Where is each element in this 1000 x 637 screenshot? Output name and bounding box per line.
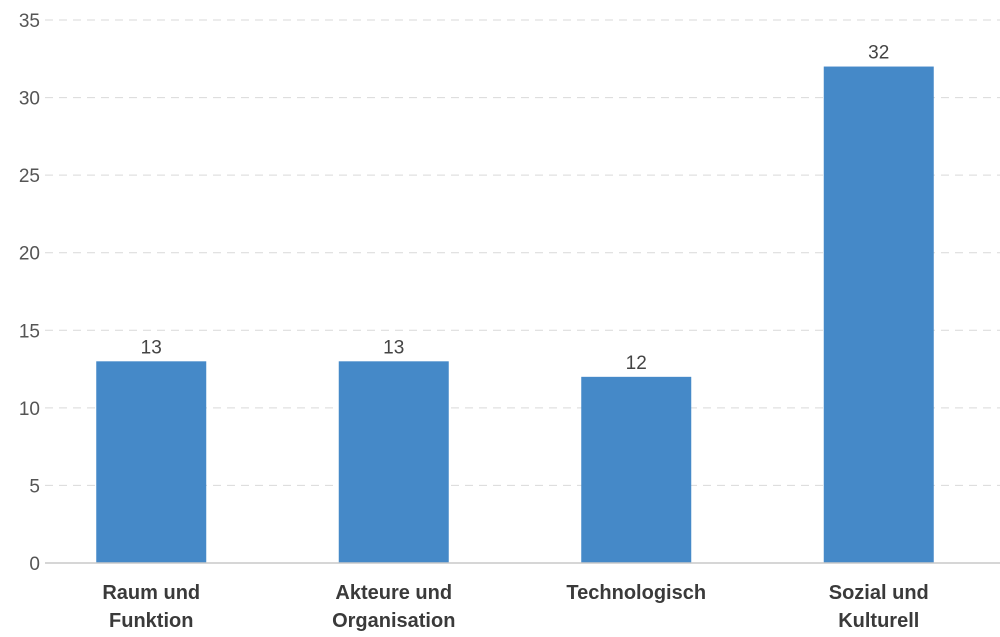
x-tick-label: Organisation [332,610,455,632]
y-axis-ticks: 0 5 10 15 20 25 30 35 [19,11,40,575]
x-tick-label: Raum und [102,582,200,604]
x-tick-label: Funktion [109,610,193,632]
y-tick-label: 30 [19,89,40,110]
y-tick-label: 10 [19,399,40,420]
y-tick-label: 20 [19,244,40,265]
y-tick-label: 15 [19,321,40,342]
category-labels: Raum und Funktion Akteure und Organisation T… [102,582,928,632]
data-label: 32 [868,43,889,64]
data-label: 13 [383,337,404,358]
bar [823,66,934,564]
bars [96,66,934,564]
bar [581,376,692,563]
value-labels: 13 13 12 32 [141,43,890,374]
data-label: 13 [141,337,162,358]
x-tick-label: Kulturell [838,610,919,632]
y-tick-label: 0 [29,554,40,575]
bar [96,361,207,563]
bar [338,361,449,563]
data-label: 12 [626,353,647,374]
y-tick-label: 35 [19,11,40,32]
y-tick-label: 25 [19,166,40,187]
x-tick-label: Technologisch [566,582,706,604]
x-tick-label: Sozial und [829,582,929,604]
x-tick-label: Akteure und [335,582,452,604]
y-tick-label: 5 [29,476,40,497]
